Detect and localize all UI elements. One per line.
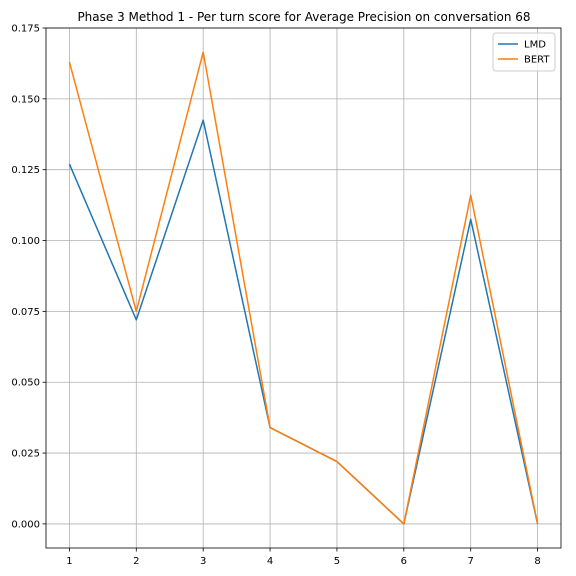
x-tick-label: 1 <box>66 556 72 567</box>
x-tick-label: 6 <box>401 556 407 567</box>
axis-ticks: 1 2 3 4 5 6 7 8 0.000 0.025 0.050 0.075 0.100 0.125 0.… <box>11 24 540 568</box>
x-tick-label: 2 <box>133 556 139 567</box>
y-tick-label: 0.075 <box>11 307 40 318</box>
series-line-bert <box>68 51 539 525</box>
plot-area-frame <box>45 27 562 549</box>
legend-label-bert: BERT <box>524 55 550 66</box>
x-tick-label: 8 <box>534 556 540 567</box>
legend-box <box>492 32 556 72</box>
y-tick-label: 0.100 <box>11 236 40 247</box>
x-tick-label: 7 <box>468 556 474 567</box>
x-tick-label: 4 <box>267 556 273 567</box>
series-lines <box>68 51 539 525</box>
y-tick-label: 0.125 <box>11 165 40 176</box>
y-tick-label: 0.000 <box>11 519 40 530</box>
chart-title: Phase 3 Method 1 - Per turn score for Av… <box>77 10 530 24</box>
x-tick-label: 5 <box>334 556 340 567</box>
y-tick-label: 0.150 <box>11 94 40 105</box>
legend-label-lmd: LMD <box>524 40 546 51</box>
y-tick-label: 0.175 <box>11 24 40 35</box>
y-tick-label: 0.050 <box>11 378 40 389</box>
legend: LMD BERT <box>492 32 556 72</box>
y-tick-label: 0.025 <box>11 449 40 460</box>
x-tick-label: 3 <box>200 556 206 567</box>
series-line-lmd <box>68 119 539 525</box>
